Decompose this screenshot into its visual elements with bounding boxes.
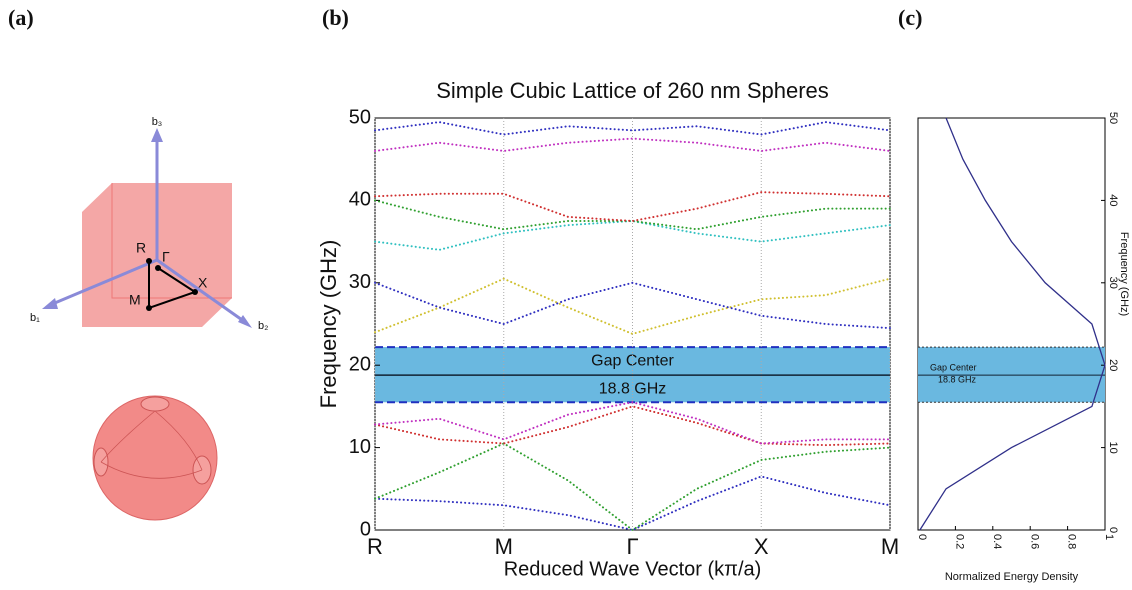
axis-b2 <box>156 258 246 324</box>
x-tick-label: 0.4 <box>991 534 1003 549</box>
x-tick-label: 0.6 <box>1028 534 1040 549</box>
label: b₂ <box>258 320 268 332</box>
band-line <box>374 191 891 223</box>
panel-label: (a) <box>8 5 34 30</box>
arrow <box>151 128 163 142</box>
path <box>148 261 198 310</box>
x-axis-title: Reduced Wave Vector (kπ/a) <box>504 558 762 580</box>
y-tick-label: 40 <box>1107 194 1119 206</box>
label: R <box>136 240 146 256</box>
point <box>155 265 161 271</box>
x-tick-label: 0 <box>916 534 928 540</box>
chart-title: Simple Cubic Lattice of 260 nm Spheres <box>436 78 829 103</box>
y-tick-label: 40 <box>349 189 371 211</box>
x-tick-label: X <box>754 534 769 559</box>
y-axis-title: Frequency (GHz) <box>316 240 341 409</box>
brillouin-zone-diagram: b₃ b₁ b₂ R Γ M X <box>30 116 268 521</box>
band-line <box>374 281 891 330</box>
label: X <box>198 275 208 291</box>
point <box>146 258 152 264</box>
panel-label: (b) <box>322 5 349 30</box>
y-tick-label: 30 <box>349 271 371 293</box>
band-line <box>374 442 891 532</box>
seam <box>100 410 203 479</box>
y-tick-label: 20 <box>1107 359 1119 371</box>
band-line <box>374 475 891 532</box>
x-tick-label: R <box>367 534 383 559</box>
y-tick-label: 0 <box>1107 527 1119 533</box>
x-tick-label: 0.2 <box>953 534 965 549</box>
annotation: Gap Center <box>930 362 977 372</box>
point <box>146 305 152 311</box>
y-tick-label: 50 <box>349 106 371 128</box>
axis-b1 <box>49 258 158 307</box>
label: M <box>129 292 141 308</box>
band-line <box>374 199 891 231</box>
y-tick-label: 50 <box>1107 112 1119 124</box>
label: b₁ <box>30 312 40 324</box>
x-axis-title: Normalized Energy Density <box>945 571 1079 583</box>
sphere <box>92 395 218 521</box>
band-line <box>374 121 891 136</box>
label: Γ <box>162 249 170 265</box>
x-tick-label: M <box>495 534 513 559</box>
x-tick-label: 0.8 <box>1066 534 1078 549</box>
label: b₃ <box>152 116 163 128</box>
y-tick-label: 10 <box>349 436 371 458</box>
plot-frame <box>917 117 1106 531</box>
arrow <box>42 298 58 309</box>
x-tick-label: Γ <box>626 534 638 559</box>
x-tick-label: M <box>881 534 899 559</box>
y-tick-label: 30 <box>1107 277 1119 289</box>
cube-edge <box>111 183 232 299</box>
y-tick-label: 10 <box>1107 441 1119 453</box>
band-line <box>374 219 891 251</box>
density-line <box>919 117 1106 531</box>
annotation: Gap Center <box>591 352 674 369</box>
band-line <box>374 137 891 152</box>
panel-label: (c) <box>898 5 922 30</box>
arrow <box>238 315 252 328</box>
neck <box>140 396 170 412</box>
x-tick-label: 1 <box>1103 534 1115 540</box>
point <box>192 289 198 295</box>
annotation: 18.8 GHz <box>938 374 977 384</box>
plot-frame <box>374 117 891 531</box>
band-line <box>374 401 891 445</box>
y-tick-label: 0 <box>360 518 371 540</box>
y-tick-label: 20 <box>349 353 371 375</box>
band-line <box>374 277 891 335</box>
y-axis-title: Frequency (GHz) <box>1118 232 1130 316</box>
